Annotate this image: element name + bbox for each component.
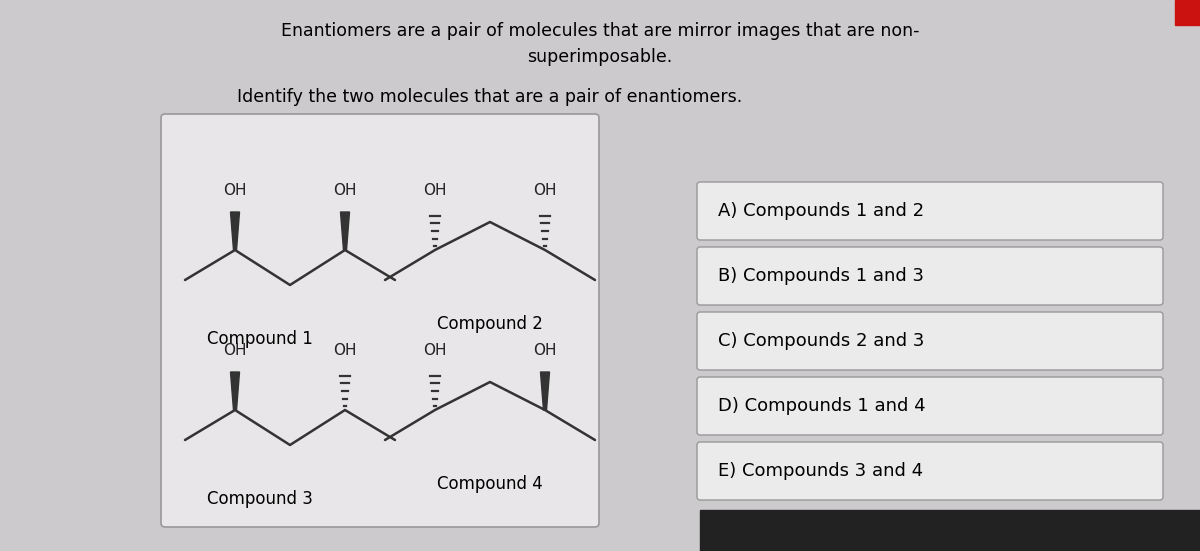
Text: OH: OH xyxy=(223,343,247,358)
Text: Enantiomers are a pair of molecules that are mirror images that are non-: Enantiomers are a pair of molecules that… xyxy=(281,22,919,40)
Text: superimposable.: superimposable. xyxy=(527,48,673,66)
Text: Identify the two molecules that are a pair of enantiomers.: Identify the two molecules that are a pa… xyxy=(238,88,743,106)
Text: E) Compounds 3 and 4: E) Compounds 3 and 4 xyxy=(718,462,923,480)
Text: B) Compounds 1 and 3: B) Compounds 1 and 3 xyxy=(718,267,924,285)
Text: OH: OH xyxy=(533,183,557,198)
FancyBboxPatch shape xyxy=(697,377,1163,435)
Text: Compound 4: Compound 4 xyxy=(437,475,542,493)
Text: A) Compounds 1 and 2: A) Compounds 1 and 2 xyxy=(718,202,924,220)
FancyBboxPatch shape xyxy=(161,114,599,527)
FancyBboxPatch shape xyxy=(697,312,1163,370)
Polygon shape xyxy=(230,212,240,250)
Text: OH: OH xyxy=(533,343,557,358)
Text: OH: OH xyxy=(223,183,247,198)
Text: C) Compounds 2 and 3: C) Compounds 2 and 3 xyxy=(718,332,924,350)
Text: OH: OH xyxy=(334,343,356,358)
Text: Compound 3: Compound 3 xyxy=(208,490,313,508)
FancyBboxPatch shape xyxy=(697,182,1163,240)
Bar xyxy=(700,510,1200,551)
Text: OH: OH xyxy=(424,183,446,198)
Polygon shape xyxy=(341,212,349,250)
FancyBboxPatch shape xyxy=(697,442,1163,500)
Polygon shape xyxy=(230,372,240,410)
Text: OH: OH xyxy=(424,343,446,358)
Bar xyxy=(1175,0,1200,25)
Text: OH: OH xyxy=(334,183,356,198)
Text: Compound 1: Compound 1 xyxy=(208,330,313,348)
Polygon shape xyxy=(540,372,550,410)
Text: Compound 2: Compound 2 xyxy=(437,315,542,333)
Text: D) Compounds 1 and 4: D) Compounds 1 and 4 xyxy=(718,397,925,415)
FancyBboxPatch shape xyxy=(697,247,1163,305)
